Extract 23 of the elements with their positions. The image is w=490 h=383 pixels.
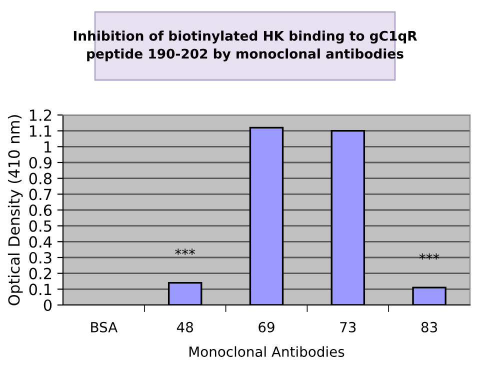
x-tick-label: BSA — [91, 322, 118, 332]
y-tick-label: 0.3 — [29, 252, 52, 264]
y-tick-label: 1 — [44, 141, 52, 152]
annotation: *** — [419, 253, 440, 260]
x-tick-label: 69 — [258, 322, 274, 332]
y-tick-label: 0.8 — [29, 172, 52, 184]
y-tick-label: 0.6 — [29, 204, 52, 216]
y-tick-label: 0 — [44, 299, 52, 312]
y-tick-label: 1.2 — [30, 109, 52, 121]
chart-title: Inhibition of biotinylated HK binding to gC1qR peptide 190-202 by monoclonal antibodies — [74, 30, 418, 62]
y-axis-title: Optical Density (410 nm) — [8, 115, 23, 306]
y-tick-label: 0.1 — [29, 284, 52, 296]
y-tick-label: 0.5 — [29, 220, 52, 232]
x-axis-title: Monoclonal Antibodies — [189, 346, 344, 357]
x-tick-label: 73 — [340, 322, 356, 332]
x-tick-label: 83 — [421, 322, 438, 332]
y-tick-label: 0.4 — [29, 236, 52, 248]
y-tick-label: 0.9 — [29, 156, 52, 169]
y-tick-label: 0.2 — [29, 268, 52, 280]
y-tick-label: 1.1 — [30, 126, 52, 137]
x-tick-label: 48 — [176, 322, 193, 332]
annotation: *** — [175, 248, 196, 255]
y-tick-label: 0.7 — [29, 188, 52, 200]
